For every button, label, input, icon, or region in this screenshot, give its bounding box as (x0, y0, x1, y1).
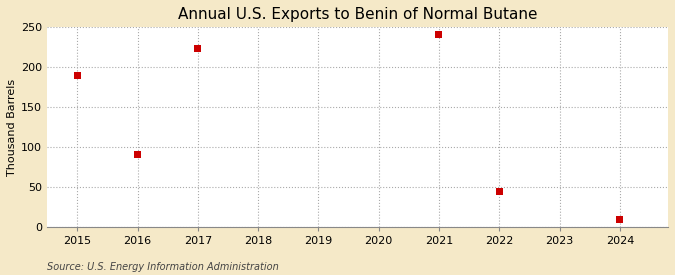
Point (192, 46, 203, 50)
Point (72, 73, 82, 78)
Point (433, 32, 444, 37)
Point (132, 152, 143, 156)
Text: Source: U.S. Energy Information Administration: Source: U.S. Energy Information Administ… (47, 262, 279, 272)
Point (614, 217, 625, 221)
Y-axis label: Thousand Barrels: Thousand Barrels (7, 79, 17, 176)
Point (494, 189, 505, 193)
Title: Annual U.S. Exports to Benin of Normal Butane: Annual U.S. Exports to Benin of Normal B… (178, 7, 537, 22)
